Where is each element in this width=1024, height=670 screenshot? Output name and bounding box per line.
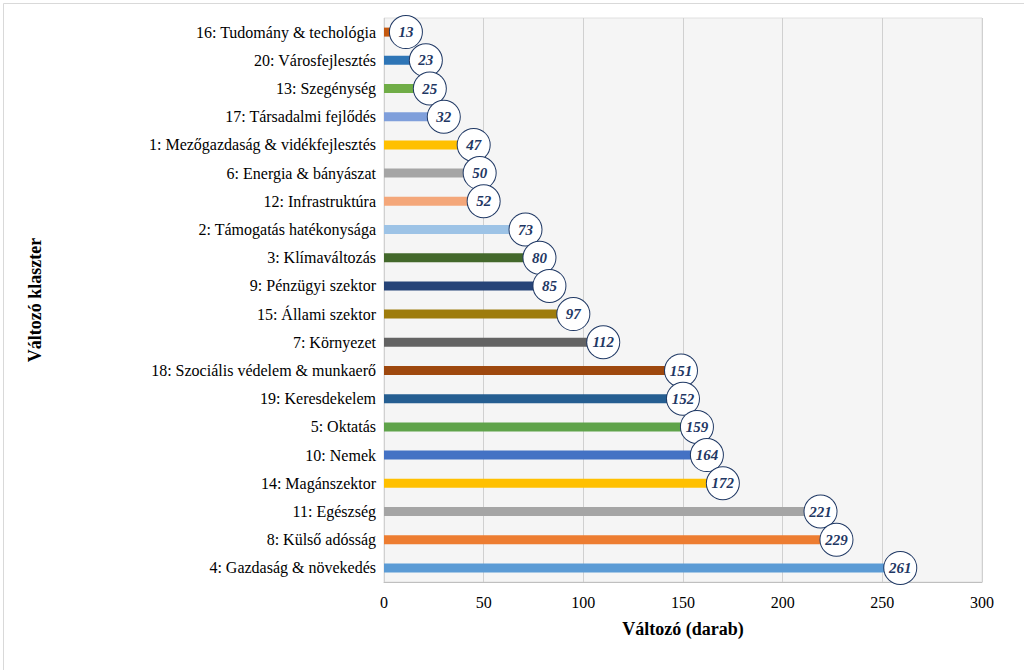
svg-text:23: 23 xyxy=(417,52,434,68)
svg-text:32: 32 xyxy=(435,109,452,125)
svg-text:4: Gazdaság & növekedés: 4: Gazdaság & növekedés xyxy=(209,559,376,577)
svg-text:150: 150 xyxy=(671,594,695,611)
svg-text:0: 0 xyxy=(380,594,388,611)
svg-text:50: 50 xyxy=(476,594,492,611)
svg-text:19: Keresdekelem: 19: Keresdekelem xyxy=(260,390,377,407)
svg-text:Változó (darab): Változó (darab) xyxy=(622,619,743,640)
svg-text:10: Nemek: 10: Nemek xyxy=(305,447,376,464)
svg-text:200: 200 xyxy=(771,594,795,611)
svg-text:229: 229 xyxy=(824,532,848,548)
svg-text:221: 221 xyxy=(808,504,832,520)
svg-text:1: Mezőgazdaság & vidékfejlesz: 1: Mezőgazdaság & vidékfejlesztés xyxy=(149,136,376,154)
svg-text:80: 80 xyxy=(532,250,548,266)
svg-text:20: Városfejlesztés: 20: Városfejlesztés xyxy=(254,52,376,70)
svg-text:25: 25 xyxy=(421,81,438,97)
svg-text:100: 100 xyxy=(571,594,595,611)
svg-text:17: Társadalmi fejlődés: 17: Társadalmi fejlődés xyxy=(225,108,376,126)
svg-text:159: 159 xyxy=(686,419,709,435)
svg-text:52: 52 xyxy=(476,193,492,209)
svg-text:Változó klaszter: Változó klaszter xyxy=(25,238,45,362)
svg-text:85: 85 xyxy=(542,278,558,294)
svg-text:15: Állami szektor: 15: Állami szektor xyxy=(257,305,377,323)
svg-text:152: 152 xyxy=(672,391,695,407)
svg-text:112: 112 xyxy=(592,334,614,350)
svg-text:5: Oktatás: 5: Oktatás xyxy=(311,418,376,435)
svg-text:13: Szegénység: 13: Szegénység xyxy=(276,80,376,98)
svg-text:172: 172 xyxy=(712,475,735,491)
svg-text:18: Szociális védelem & munkae: 18: Szociális védelem & munkaerő xyxy=(151,362,376,379)
svg-text:97: 97 xyxy=(566,306,582,322)
svg-text:9: Pénzügyi szektor: 9: Pénzügyi szektor xyxy=(250,277,377,295)
svg-text:7: Környezet: 7: Környezet xyxy=(293,334,377,352)
svg-text:250: 250 xyxy=(870,594,894,611)
svg-text:164: 164 xyxy=(696,447,719,463)
svg-text:300: 300 xyxy=(970,594,994,611)
svg-text:3: Klímaváltozás: 3: Klímaváltozás xyxy=(267,249,376,266)
svg-text:73: 73 xyxy=(518,222,534,238)
svg-text:50: 50 xyxy=(472,165,488,181)
svg-text:11: Egészség: 11: Egészség xyxy=(293,503,376,521)
svg-text:8: Külső adósság: 8: Külső adósság xyxy=(267,531,376,549)
svg-text:261: 261 xyxy=(888,560,912,576)
svg-text:6: Energia & bányászat: 6: Energia & bányászat xyxy=(227,165,377,183)
svg-text:16: Tudomány & techológia: 16: Tudomány & techológia xyxy=(196,24,376,42)
svg-text:13: 13 xyxy=(398,24,414,40)
svg-text:47: 47 xyxy=(465,137,482,153)
svg-text:2: Támogatás hatékonysága: 2: Támogatás hatékonysága xyxy=(199,221,376,239)
svg-text:151: 151 xyxy=(670,363,693,379)
svg-text:12: Infrastruktúra: 12: Infrastruktúra xyxy=(264,193,376,210)
svg-text:14: Magánszektor: 14: Magánszektor xyxy=(261,475,377,493)
